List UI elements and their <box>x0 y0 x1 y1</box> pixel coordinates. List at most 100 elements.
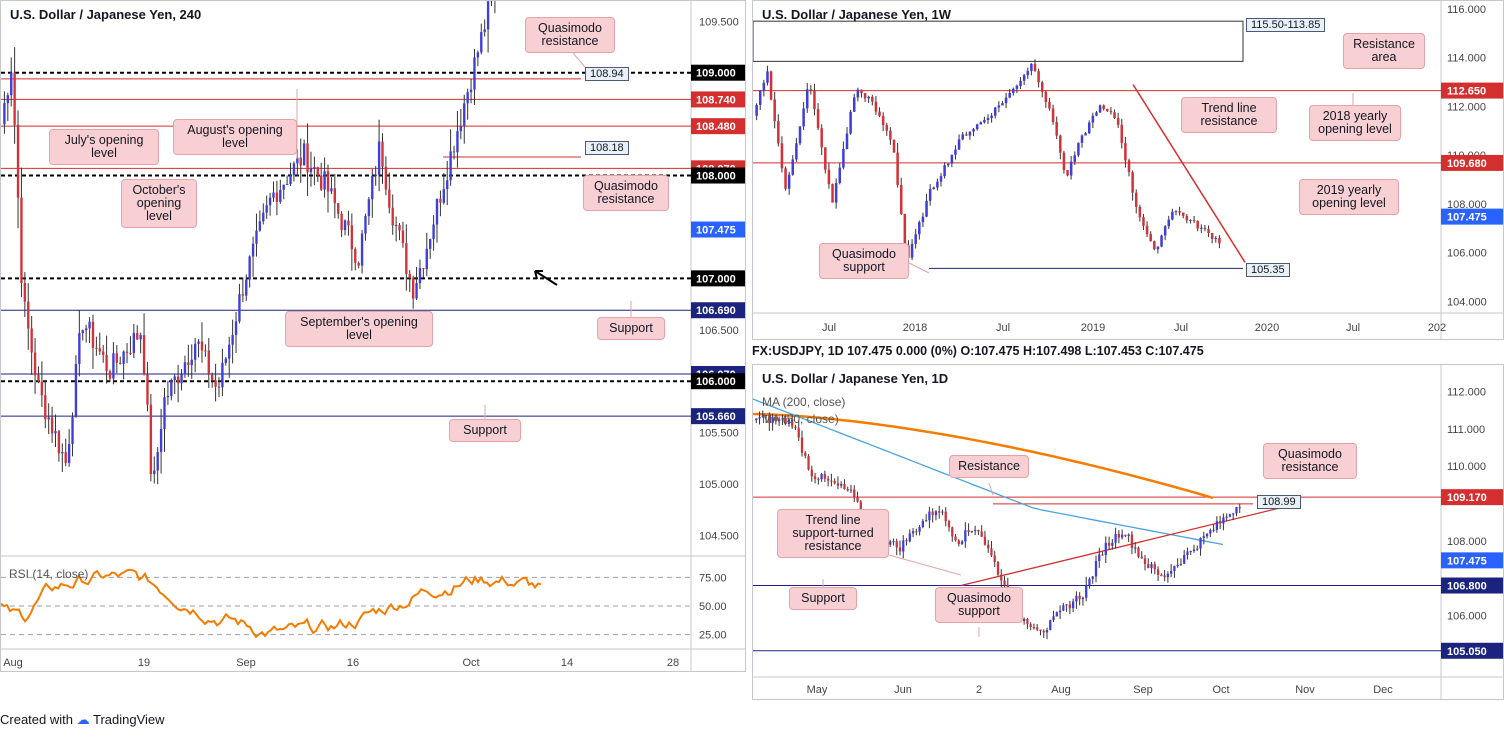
h4-candle <box>415 283 418 299</box>
weekly-price-tag: 109.680 <box>1447 158 1487 170</box>
h4-candle <box>476 52 480 58</box>
weekly-candle <box>867 96 870 99</box>
weekly-candle <box>1084 133 1087 136</box>
daily-x-tick: 2 <box>976 684 982 696</box>
weekly-candle <box>881 115 885 126</box>
h4-candle <box>234 321 238 335</box>
weekly-y-tick: 104.000 <box>1447 296 1487 308</box>
h4-candle <box>10 72 13 96</box>
daily-candle <box>1036 627 1039 630</box>
daily-candle <box>1137 547 1140 557</box>
daily-ma50-label: MA (50, close) <box>762 412 839 426</box>
daily-chart-canvas[interactable]: 112.000 111.000 110.000 108.000 106.000 109.1… <box>753 365 1504 700</box>
weekly-candle <box>852 97 856 112</box>
h4-candle <box>37 375 40 382</box>
weekly-callout-resistance-area: Resistance area <box>1343 33 1425 69</box>
daily-candle <box>964 530 967 542</box>
weekly-candle <box>1044 91 1048 103</box>
weekly-candle <box>968 131 972 136</box>
h4-chart-canvas[interactable]: 109.500108.500107.500106.500105.500105.0… <box>1 1 746 672</box>
h4-candle <box>105 354 108 372</box>
weekly-candle <box>918 222 921 235</box>
h4-candle <box>326 171 330 192</box>
h4-candle <box>163 397 166 429</box>
weekly-candle <box>1012 88 1015 93</box>
weekly-chart-panel[interactable]: 116.000114.000112.000110.000108.000106.0… <box>752 0 1504 340</box>
h4-candle <box>101 351 105 355</box>
daily-candle <box>758 417 761 419</box>
h4-candle <box>360 233 364 266</box>
daily-candle <box>787 419 791 424</box>
h4-candle <box>204 350 207 352</box>
weekly-candle <box>910 243 914 258</box>
weekly-candle <box>813 90 816 110</box>
daily-candle <box>1173 566 1176 572</box>
daily-price-tag-bg <box>1441 489 1503 506</box>
h4-candle <box>84 328 88 331</box>
h4-candle <box>153 470 156 475</box>
daily-candle <box>1232 513 1235 515</box>
h4-callout-september: September's opening level <box>285 311 433 347</box>
h4-candle <box>316 167 319 176</box>
daily-candle <box>1228 514 1232 517</box>
weekly-candle <box>928 188 932 201</box>
h4-candle <box>23 282 27 302</box>
h4-candle <box>217 386 221 388</box>
h4-x-tick: 28 <box>667 657 679 669</box>
weekly-candle <box>986 118 990 120</box>
h4-price-tag: 108.740 <box>696 94 736 106</box>
daily-candle <box>797 428 800 438</box>
daily-candle <box>791 419 794 427</box>
h4-candle <box>156 451 159 471</box>
weekly-candle <box>1207 229 1210 234</box>
h4-candle <box>64 452 67 464</box>
h4-candle <box>50 417 54 434</box>
h4-candle <box>452 151 456 153</box>
daily-x-tick: Aug <box>1051 684 1071 696</box>
daily-candle <box>1169 571 1173 574</box>
weekly-candle <box>787 174 791 189</box>
h4-x-tick: 19 <box>138 657 150 669</box>
h4-candle <box>299 157 302 166</box>
weekly-candle <box>1124 143 1127 161</box>
weekly-candle <box>979 122 983 125</box>
weekly-candle <box>1145 225 1149 235</box>
weekly-trendline <box>1132 84 1246 263</box>
weekly-candle <box>758 90 762 105</box>
daily-candle <box>1124 534 1127 536</box>
weekly-candle <box>997 105 1001 108</box>
weekly-candle <box>1051 108 1055 123</box>
weekly-candle <box>1138 206 1142 218</box>
daily-chart-panel[interactable]: 112.000 111.000 110.000 108.000 106.000 109.1… <box>752 364 1504 700</box>
h4-candle <box>282 184 285 190</box>
daily-y-tick: 110.000 <box>1447 461 1486 473</box>
h4-chart-panel[interactable]: 109.500108.500107.500106.500105.500105.0… <box>0 0 746 672</box>
daily-chart-title: U.S. Dollar / Japanese Yen, 1D <box>762 371 949 386</box>
weekly-chart-title: U.S. Dollar / Japanese Yen, 1W <box>762 7 952 22</box>
daily-callout-support: Support <box>789 587 857 610</box>
weekly-candle <box>878 111 881 116</box>
h4-candle <box>333 188 337 204</box>
daily-candle <box>1222 517 1225 524</box>
h4-candle <box>176 376 180 384</box>
h4-candle <box>371 176 374 200</box>
h4-price-tag: 105.660 <box>696 411 736 423</box>
h4-candle <box>255 230 258 244</box>
weekly-chart-canvas[interactable]: 116.000114.000112.000110.000108.000106.0… <box>753 1 1504 340</box>
daily-candle <box>1225 516 1228 518</box>
weekly-candle <box>1022 75 1026 81</box>
weekly-candle <box>1055 122 1058 136</box>
h4-candle <box>125 351 129 353</box>
daily-candle <box>810 469 813 477</box>
daily-candle <box>1160 574 1163 576</box>
daily-candle <box>784 418 787 424</box>
weekly-candle <box>1030 63 1033 71</box>
weekly-candle <box>1004 97 1008 104</box>
weekly-candle <box>1131 172 1134 193</box>
weekly-candle <box>957 139 961 150</box>
daily-ma50-line <box>753 398 1224 546</box>
daily-candle <box>1238 507 1241 509</box>
h4-x-tick: Oct <box>462 657 479 669</box>
daily-candle <box>987 544 990 549</box>
h4-candle <box>228 344 231 359</box>
